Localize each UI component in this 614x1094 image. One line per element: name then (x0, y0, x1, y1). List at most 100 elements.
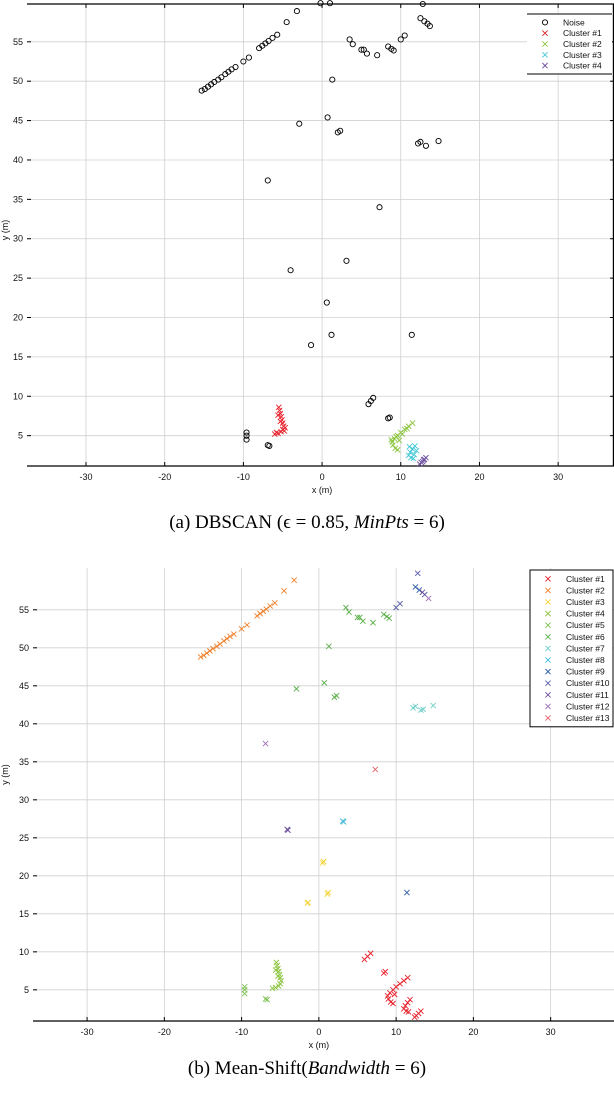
x-tick-label: 10 (391, 1027, 401, 1037)
series-cluster-1 (361, 950, 424, 1021)
legend-cross-icon (542, 30, 548, 37)
data-points (197, 570, 437, 1021)
legend-entry: Cluster #10 (545, 678, 610, 688)
dbscan-caption: (a) DBSCAN (ϵ = 0.85, MinPts = 6) (0, 512, 614, 534)
legend-entry: Cluster #7 (545, 643, 605, 653)
legend-label: Cluster #5 (566, 620, 605, 630)
legend-entry: Cluster #1 (545, 574, 605, 584)
x-axis-label: x (m) (312, 485, 333, 495)
y-tick-label: 15 (19, 909, 29, 919)
legend-label: Cluster #7 (566, 643, 605, 653)
y-tick-label: 5 (18, 431, 23, 441)
legend-cross-icon (542, 62, 548, 69)
y-tick-label: 55 (19, 605, 29, 615)
axes: -30 -20 -10 0 10 20 30 5 10 15 20 25 30 35 40 45 50 55 x (… (0, 605, 614, 1050)
grid-lines (33, 568, 614, 1021)
legend-entry: Noise (541, 17, 585, 27)
legend-cross-icon (545, 599, 551, 605)
legend-label: Cluster #4 (566, 609, 605, 619)
legend-entry: Cluster #9 (545, 667, 605, 677)
caption-epsilon: ϵ = 0.85, (283, 512, 354, 533)
legend-entry: Cluster #2 (542, 39, 602, 49)
y-tick-label: 40 (19, 719, 29, 729)
legend-label: Cluster #12 (566, 701, 610, 711)
y-tick-label: 25 (19, 833, 29, 843)
legend-cross-icon (545, 680, 551, 687)
legend-cross-icon (545, 715, 551, 721)
legend-entry: Cluster #2 (545, 585, 605, 595)
x-tick-label: -20 (158, 472, 171, 482)
legend-label: Cluster #11 (566, 690, 609, 700)
series-cluster-2 (388, 420, 416, 453)
legend-entry: Cluster #13 (545, 713, 610, 723)
legend-entry: Cluster #1 (542, 28, 602, 38)
y-tick-label: 10 (13, 391, 23, 401)
legend-label: Cluster #10 (566, 678, 610, 688)
x-tick-label: -10 (235, 1027, 248, 1037)
x-tick-label: -10 (237, 472, 250, 482)
panel-meanshift: -30 -20 -10 0 10 20 30 5 10 15 20 25 30 35 40 45 50 55 x (… (0, 540, 614, 1094)
y-tick-label: 50 (19, 643, 29, 653)
legend-cross-icon (545, 657, 551, 663)
y-tick-label: 10 (19, 947, 29, 957)
legend-cross-icon (542, 41, 548, 47)
series-cluster-8 (339, 818, 347, 825)
series-cluster-4 (416, 454, 429, 467)
legend-label: Cluster #4 (563, 61, 602, 71)
legend-cross-icon (545, 622, 551, 629)
x-tick-label: -30 (80, 472, 93, 482)
legend-cross-icon (545, 645, 551, 652)
series-cluster-9 (404, 584, 423, 896)
grid-lines (27, 4, 614, 466)
axes: -30 -20 -10 0 10 20 30 5 10 15 20 25 30 35 40 45 50 55 x (… (0, 3, 614, 495)
legend-label: Cluster #2 (563, 39, 602, 49)
legend-label: Cluster #8 (566, 655, 605, 665)
caption-prefix: (a) DBSCAN ( (169, 512, 284, 533)
legend-cross-icon (545, 703, 551, 710)
series-cluster-5 (241, 983, 271, 1003)
y-tick-label: 45 (19, 681, 29, 691)
legend-label: Cluster #13 (566, 713, 610, 723)
series-cluster-10 (393, 570, 428, 611)
legend-entry: Cluster #3 (545, 597, 605, 607)
y-tick-label: 20 (13, 313, 23, 323)
legend-cross-icon (545, 633, 551, 640)
series-cluster-1 (271, 404, 289, 438)
legend-label: Noise (563, 17, 585, 27)
x-tick-label: 20 (474, 472, 484, 482)
y-tick-label: 30 (13, 234, 23, 244)
x-tick-label: 30 (553, 472, 563, 482)
legend-label: Cluster #1 (563, 28, 602, 38)
x-tick-label: -30 (81, 1027, 94, 1037)
legend-cross-icon (545, 668, 551, 675)
x-tick-label: 0 (320, 472, 325, 482)
legend-label: Cluster #6 (566, 632, 605, 642)
y-axis-label: y (m) (0, 764, 10, 785)
y-tick-label: 30 (19, 795, 29, 805)
series-cluster-13 (372, 766, 379, 773)
y-tick-label: 50 (13, 76, 23, 86)
legend-entry: Cluster #4 (542, 61, 602, 71)
series-noise (198, 0, 442, 449)
legend-cross-icon (545, 610, 551, 617)
legend-label: Cluster #3 (563, 50, 602, 60)
y-tick-label: 5 (24, 985, 29, 995)
legend-entry: Cluster #3 (542, 50, 602, 60)
caption-variable: MinPts (353, 512, 409, 533)
caption-suffix: = 6) (390, 1058, 427, 1079)
legend-entry: Cluster #12 (545, 701, 610, 711)
legend-cross-icon (542, 51, 548, 58)
legend-cross-icon (545, 587, 551, 594)
legend-cross-icon (545, 691, 551, 698)
y-tick-label: 45 (13, 116, 23, 126)
y-tick-label: 35 (19, 757, 29, 767)
series-cluster-11 (284, 589, 426, 834)
legend-cross-icon (545, 575, 551, 582)
y-tick-label: 15 (13, 352, 23, 362)
series-cluster-4 (269, 959, 284, 992)
data-points (198, 0, 442, 467)
series-cluster-3 (304, 858, 332, 907)
caption-prefix: (b) Mean-Shift( (187, 1058, 308, 1079)
